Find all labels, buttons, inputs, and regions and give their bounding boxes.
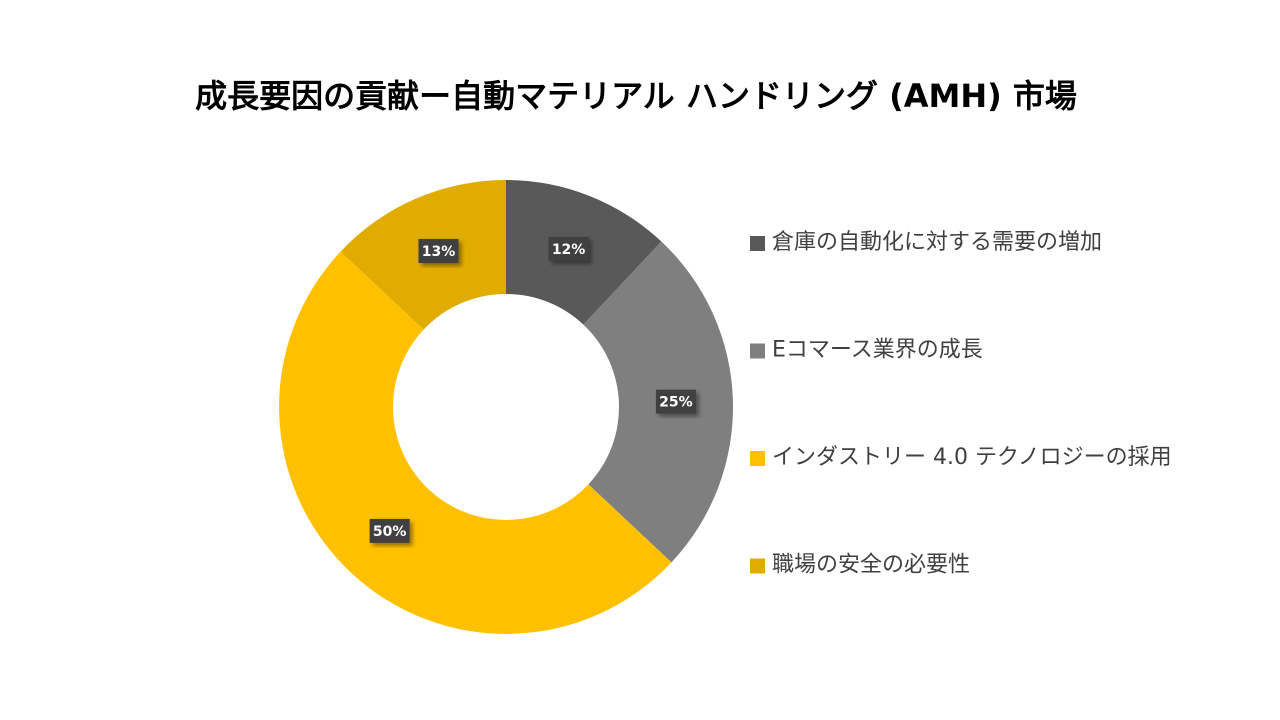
- legend-label: 職場の安全の必要性: [772, 553, 970, 578]
- legend-label: 倉庫の自動化に対する需要の増加: [772, 230, 1102, 255]
- label-box: [369, 518, 410, 543]
- data-label: 25%: [659, 395, 693, 411]
- label-box: [418, 238, 459, 263]
- legend-swatch: [750, 236, 765, 251]
- legend-label: インダストリー 4.0 テクノロジーの採用: [772, 445, 1172, 470]
- legend-label: Eコマース業界の成長: [772, 338, 983, 363]
- chart-title: 成長要因の貢献ー自動マテリアル ハンドリング (AMH) 市場: [195, 77, 1077, 115]
- data-label: 12%: [552, 242, 586, 258]
- data-label: 50%: [373, 524, 407, 540]
- legend-swatch: [750, 558, 765, 574]
- data-label: 13%: [422, 244, 456, 260]
- legend-swatch: [750, 451, 765, 466]
- label-box: [655, 389, 696, 414]
- legend-swatch: [750, 343, 765, 359]
- label-box: [548, 236, 589, 261]
